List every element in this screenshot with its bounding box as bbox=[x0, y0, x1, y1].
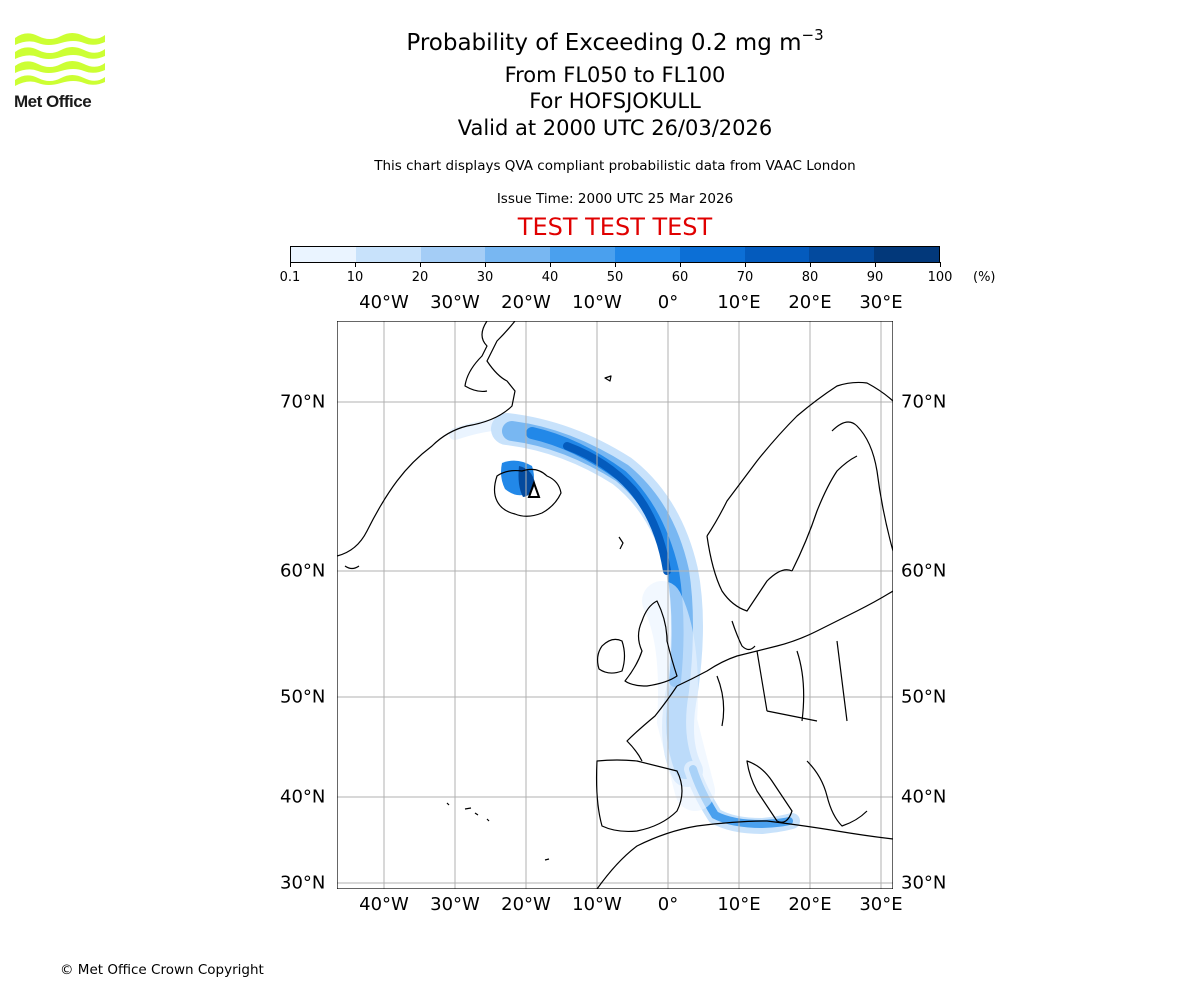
colorbar-swatch bbox=[291, 247, 356, 262]
colorbar-tick-label: 60 bbox=[671, 270, 689, 285]
colorbar-tick-label: 40 bbox=[541, 270, 559, 285]
logo-text: Met Office bbox=[14, 92, 92, 111]
lon-label: 30°E bbox=[859, 894, 903, 915]
colorbar-tick bbox=[355, 262, 356, 267]
title-exponent: −3 bbox=[801, 26, 824, 44]
lon-label: 40°W bbox=[359, 894, 409, 915]
colorbar-swatch bbox=[874, 247, 939, 262]
lon-label: 40°W bbox=[359, 292, 409, 313]
lat-label: 30°N bbox=[901, 872, 947, 894]
lon-label: 30°W bbox=[430, 894, 480, 915]
lon-label: 20°E bbox=[788, 894, 832, 915]
issue-time: Issue Time: 2000 UTC 25 Mar 2026 bbox=[496, 191, 734, 207]
colorbar-tick bbox=[875, 262, 876, 267]
test-banner: TEST TEST TEST bbox=[517, 213, 713, 241]
qva-note: This chart displays QVA compliant probab… bbox=[374, 158, 856, 174]
colorbar-tick bbox=[615, 262, 616, 267]
lon-label: 30°E bbox=[859, 292, 903, 313]
colorbar-tick-label: 70 bbox=[736, 270, 754, 285]
lat-label: 50°N bbox=[280, 686, 326, 708]
colorbar-tick bbox=[810, 262, 811, 267]
volcano-marker-icon bbox=[527, 480, 541, 498]
colorbar-tick bbox=[485, 262, 486, 267]
colorbar-tick-label: 30 bbox=[476, 270, 494, 285]
graticule bbox=[337, 321, 893, 889]
colorbar-tick bbox=[745, 262, 746, 267]
lat-label: 60°N bbox=[901, 560, 947, 582]
colorbar-swatch bbox=[809, 247, 875, 262]
copyright: © Met Office Crown Copyright bbox=[60, 962, 264, 978]
colorbar-tick-label: 20 bbox=[411, 270, 429, 285]
ash-map bbox=[337, 321, 893, 889]
colorbar-tick-label: 0.1 bbox=[279, 270, 301, 285]
lon-label: 30°W bbox=[430, 292, 480, 313]
colorbar bbox=[290, 246, 940, 263]
title-prefix: Probability of Exceeding 0.2 mg m bbox=[406, 30, 802, 56]
lon-label: 10°W bbox=[572, 894, 622, 915]
colorbar-swatch bbox=[355, 247, 421, 262]
chart-title: Probability of Exceeding 0.2 mg m−3 bbox=[0, 26, 1200, 56]
colorbar-tick-label: 50 bbox=[606, 270, 624, 285]
colorbar-swatch bbox=[744, 247, 810, 262]
colorbar-unit: (%) bbox=[973, 270, 996, 285]
lat-label: 50°N bbox=[901, 686, 947, 708]
map-background bbox=[337, 321, 893, 889]
valid-time-line: Valid at 2000 UTC 26/03/2026 bbox=[457, 116, 773, 140]
colorbar-tick bbox=[420, 262, 421, 267]
lon-label: 10°E bbox=[717, 894, 761, 915]
flight-level-line: From FL050 to FL100 bbox=[504, 63, 726, 87]
coastlines bbox=[337, 321, 893, 889]
colorbar-tick bbox=[680, 262, 681, 267]
lat-label: 30°N bbox=[280, 872, 326, 894]
met-office-logo: Met Office bbox=[14, 30, 110, 112]
lat-label: 70°N bbox=[280, 391, 326, 413]
colorbar-tick-label: 100 bbox=[927, 270, 953, 285]
colorbar-tick-label: 90 bbox=[866, 270, 884, 285]
met-office-waves-icon bbox=[15, 33, 105, 86]
colorbar-tick bbox=[290, 262, 291, 267]
lon-label: 20°E bbox=[788, 292, 832, 313]
lat-label: 70°N bbox=[901, 391, 947, 413]
lat-label: 60°N bbox=[280, 560, 326, 582]
lon-label: 20°W bbox=[501, 292, 551, 313]
colorbar-tick bbox=[940, 262, 941, 267]
colorbar-swatch bbox=[485, 247, 551, 262]
colorbar-swatch bbox=[679, 247, 745, 262]
colorbar-swatch bbox=[550, 247, 615, 262]
colorbar-swatch bbox=[614, 247, 680, 262]
lon-label: 10°E bbox=[717, 292, 761, 313]
lon-label: 10°W bbox=[572, 292, 622, 313]
lon-label: 0° bbox=[657, 292, 679, 313]
lon-label: 0° bbox=[657, 894, 679, 915]
colorbar-tick-label: 10 bbox=[346, 270, 364, 285]
colorbar-swatch bbox=[420, 247, 486, 262]
lat-label: 40°N bbox=[901, 786, 947, 808]
lat-label: 40°N bbox=[280, 786, 326, 808]
colorbar-tick-label: 80 bbox=[801, 270, 819, 285]
volcano-line: For HOFSJOKULL bbox=[529, 89, 701, 113]
lon-label: 20°W bbox=[501, 894, 551, 915]
colorbar-tick bbox=[550, 262, 551, 267]
